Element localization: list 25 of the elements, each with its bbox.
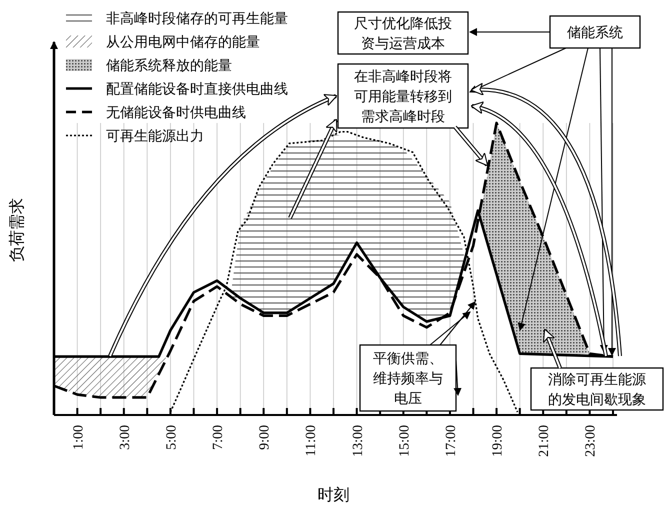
x-tick-label: 9:00	[258, 425, 273, 450]
x-tick-label: 5:00	[164, 425, 180, 450]
legend-label: 无储能设备时供电曲线	[106, 105, 246, 121]
annotation: 消除可再生能源的发电间歇现象	[548, 372, 646, 408]
legend-label: 从公用电网中储存的能量	[106, 34, 260, 50]
x-axis-title: 时刻	[318, 486, 350, 504]
legend-label: 储能系统释放的能量	[106, 58, 232, 74]
x-tick-label: 7:00	[211, 425, 226, 450]
x-tick-label: 1:00	[71, 425, 86, 450]
x-tick-label: 3:00	[118, 425, 133, 450]
x-tick-label: 11:00	[304, 425, 320, 456]
x-tick-label: 21:00	[537, 425, 552, 457]
text: 尺寸优化降低投资与运营成本	[354, 16, 452, 52]
legend-label: 配置储能设备时直接供电曲线	[106, 82, 288, 98]
x-tick-label: 15:00	[397, 425, 412, 457]
legend-label: 可再生能源出力	[106, 128, 204, 144]
x-tick-label: 19:00	[490, 425, 506, 457]
x-tick-label: 13:00	[350, 425, 366, 457]
annotation: 在非高峰时段将可用能量转移到需求高峰时段	[354, 69, 452, 125]
x-tick-label: 17:00	[444, 425, 459, 457]
y-axis-title: 负荷需求	[8, 198, 26, 262]
annotation: 平衡供需、维持频率与电压	[373, 351, 443, 407]
x-tick-label: 23:00	[584, 425, 599, 457]
legend-label: 非高峰时段储存的可再生能量	[106, 11, 288, 27]
text: 储能系统	[567, 25, 623, 41]
